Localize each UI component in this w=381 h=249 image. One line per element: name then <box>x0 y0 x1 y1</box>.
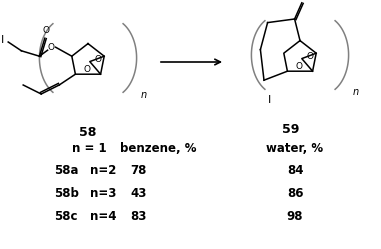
Text: O: O <box>295 62 302 71</box>
Text: 58a: 58a <box>54 164 78 177</box>
Text: n=2: n=2 <box>90 164 116 177</box>
Text: O: O <box>306 52 314 61</box>
Text: O: O <box>48 43 54 52</box>
Text: I: I <box>1 35 4 45</box>
Text: 83: 83 <box>130 209 146 223</box>
Text: I: I <box>268 95 271 105</box>
Text: n = 1: n = 1 <box>72 141 107 154</box>
Text: O: O <box>83 65 90 74</box>
Text: 98: 98 <box>287 209 303 223</box>
Text: 58: 58 <box>79 126 97 139</box>
Text: n=4: n=4 <box>90 209 117 223</box>
Text: n=3: n=3 <box>90 187 116 199</box>
Text: n: n <box>141 90 147 100</box>
Text: 58c: 58c <box>54 209 77 223</box>
Text: water, %: water, % <box>266 141 323 154</box>
Text: 43: 43 <box>130 187 146 199</box>
Text: n: n <box>352 87 359 97</box>
Text: benzene, %: benzene, % <box>120 141 197 154</box>
Text: O: O <box>42 26 49 35</box>
Text: 84: 84 <box>287 164 303 177</box>
Text: 58b: 58b <box>54 187 79 199</box>
Text: 59: 59 <box>282 123 300 136</box>
Text: 86: 86 <box>287 187 303 199</box>
Text: O: O <box>94 55 101 64</box>
Text: 78: 78 <box>130 164 146 177</box>
